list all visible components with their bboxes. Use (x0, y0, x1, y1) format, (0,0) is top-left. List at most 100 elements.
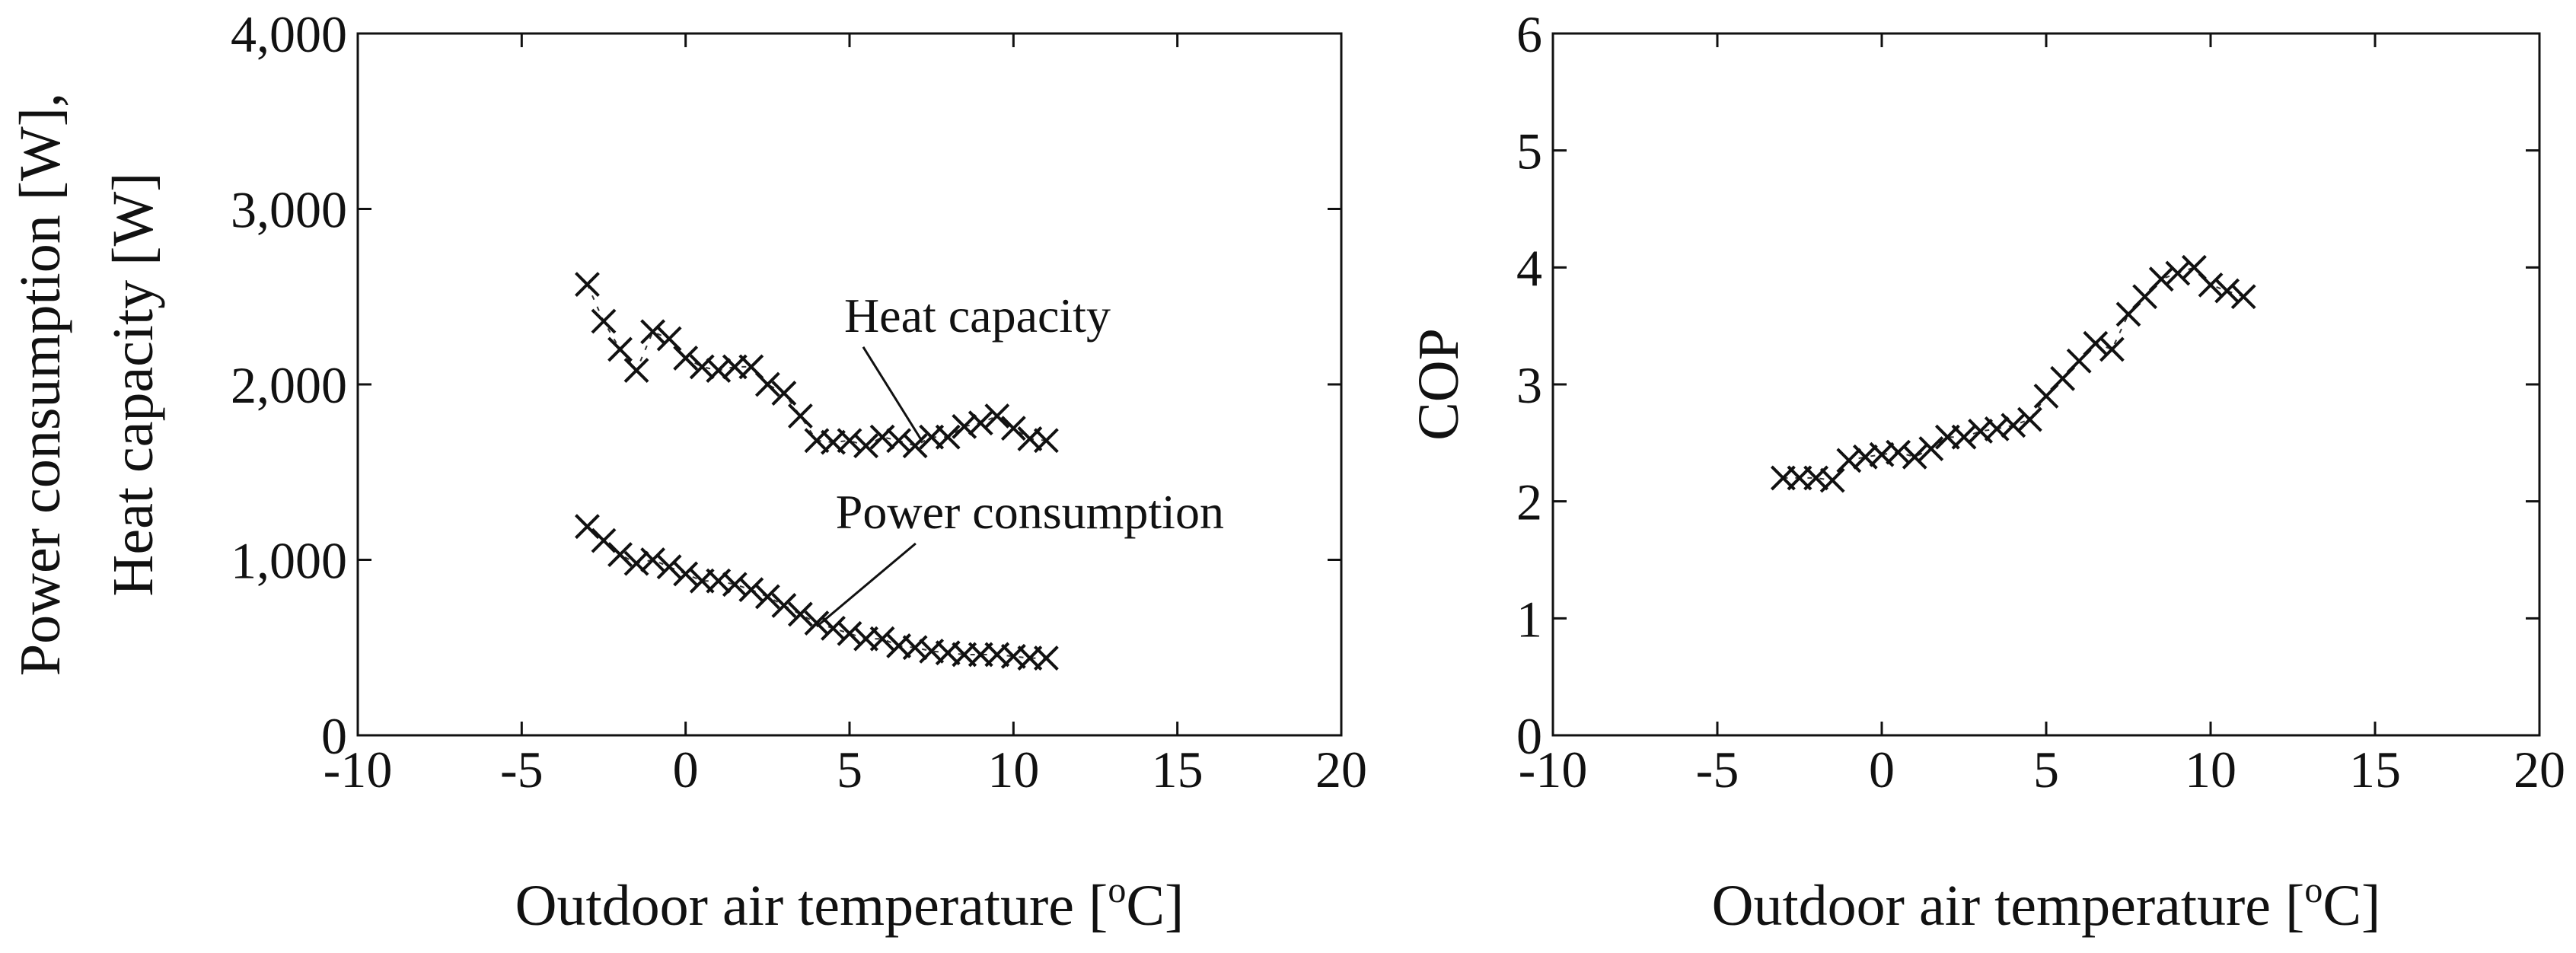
data-point-x-marker (706, 568, 732, 594)
data-point-x-marker (2198, 272, 2224, 298)
y-tick-label: 3,000 (231, 181, 347, 239)
x-axis-title: Outdoor air temperature [oC] (515, 870, 1184, 938)
y-tick-label: 4,000 (231, 5, 347, 63)
y-axis-title-line-1: Power consumption [W], (8, 93, 72, 676)
data-point-x-marker (821, 615, 846, 641)
data-point-x-marker (2083, 330, 2109, 356)
y-tick-label: 5 (1516, 123, 1542, 180)
data-point-x-marker (754, 584, 780, 610)
x-tick-label: 10 (987, 741, 1039, 798)
data-point-x-marker (2230, 284, 2256, 310)
data-point-x-marker (1000, 416, 1026, 441)
x-tick-label: -10 (1519, 741, 1588, 798)
y-tick-label: 1,000 (231, 532, 347, 590)
data-point-x-marker (1984, 416, 2010, 441)
data-point-x-marker (673, 561, 699, 587)
data-point-x-marker (787, 403, 813, 429)
data-point-x-marker (1836, 448, 1862, 473)
data-point-x-marker (2016, 406, 2042, 432)
y-tick-label: 2,000 (231, 356, 347, 414)
data-point-x-marker (984, 403, 1010, 429)
data-point-x-marker (886, 428, 912, 454)
annotation-leader-line (862, 346, 923, 441)
data-point-x-marker (1886, 439, 1911, 465)
data-point-x-marker (1902, 444, 1927, 470)
y-axis-title-line-2: Heat capacity [W] (101, 173, 165, 597)
data-point-x-marker (952, 413, 977, 439)
data-point-x-marker (640, 547, 666, 572)
y-tick-label: 0 (321, 707, 347, 765)
y-tick-label: 3 (1516, 356, 1542, 414)
data-point-x-marker (968, 410, 993, 436)
data-point-x-marker (2099, 336, 2125, 362)
data-point-x-marker (591, 527, 617, 553)
data-point-x-marker (689, 354, 715, 380)
data-point-x-marker (640, 319, 666, 345)
x-tick-label: 20 (2514, 741, 2565, 798)
series-heat-capacity (575, 272, 1059, 459)
data-point-x-marker (2214, 278, 2240, 304)
data-point-x-marker (1033, 428, 1059, 454)
x-tick-label: 15 (1152, 741, 1204, 798)
data-point-x-marker (623, 358, 649, 383)
annotation-label: Power consumption (836, 485, 1224, 539)
data-point-x-marker (771, 381, 797, 406)
x-axis-title-superscript: o (2304, 870, 2323, 910)
data-point-x-marker (804, 610, 830, 636)
data-point-x-marker (837, 428, 862, 454)
x-tick-label: 5 (2033, 741, 2059, 798)
x-axis-title-tail: C] (2323, 874, 2380, 938)
data-point-x-marker (787, 601, 813, 627)
x-tick-label: -10 (324, 741, 393, 798)
data-point-x-marker (869, 424, 895, 450)
data-point-x-marker (673, 346, 699, 371)
data-point-x-marker (623, 550, 649, 576)
y-tick-label: 4 (1516, 239, 1542, 297)
annotation-leader-line (815, 542, 917, 628)
x-tick-label: 15 (2349, 741, 2401, 798)
chart-1: -10 -5 0 5 10 15 20 0 1,000 2,000 3,000 4,000 Outdoo… (8, 5, 1367, 938)
x-tick-label: 0 (1869, 741, 1895, 798)
series-power-consumption (575, 514, 1059, 671)
y-tick-label: 0 (1516, 707, 1542, 765)
data-point-x-marker (902, 433, 928, 459)
data-point-x-marker (2165, 260, 2191, 286)
plot-frame (356, 32, 1343, 737)
data-point-x-marker (2001, 413, 2026, 438)
data-point-x-marker (2148, 266, 2174, 292)
x-tick-label: 10 (2185, 741, 2236, 798)
y-tick-label: 2 (1516, 473, 1542, 531)
data-point-x-marker (1819, 467, 1845, 493)
series-connector (586, 525, 1047, 659)
y-axis-title-line-1: COP (1407, 328, 1471, 441)
y-tick-label: 1 (1516, 590, 1542, 648)
data-point-x-marker (656, 554, 682, 580)
data-point-x-marker (1918, 436, 1944, 461)
x-axis-title: Outdoor air temperature [oC] (1712, 870, 2381, 938)
series-connector (1783, 266, 2244, 482)
data-point-x-marker (706, 358, 732, 383)
data-point-x-marker (607, 542, 633, 567)
data-point-x-marker (754, 371, 780, 397)
data-point-x-marker (738, 577, 764, 603)
data-point-x-marker (1033, 645, 1059, 671)
annotation-label: Heat capacity (844, 288, 1111, 343)
x-tick-label: 0 (673, 741, 699, 798)
data-point-x-marker (1951, 424, 1977, 450)
y-tick-label: 6 (1516, 5, 1542, 63)
data-point-x-marker (902, 635, 928, 661)
x-axis-title-tail: C] (1126, 874, 1184, 938)
data-point-x-marker (591, 308, 617, 334)
x-tick-label: -5 (1696, 741, 1739, 798)
data-point-x-marker (575, 272, 600, 298)
chart-2: -10 -5 0 5 10 15 20 0 1 2 3 4 5 6 Outdoor air temperat… (1407, 5, 2565, 938)
x-tick-label: 5 (837, 741, 862, 798)
data-point-x-marker (837, 620, 862, 646)
x-tick-label: 20 (1315, 741, 1367, 798)
series-cop (1770, 254, 2256, 493)
data-point-x-marker (656, 326, 682, 352)
data-point-x-marker (771, 593, 797, 618)
x-axis-title-superscript: o (1108, 870, 1126, 910)
data-point-x-marker (853, 433, 878, 459)
